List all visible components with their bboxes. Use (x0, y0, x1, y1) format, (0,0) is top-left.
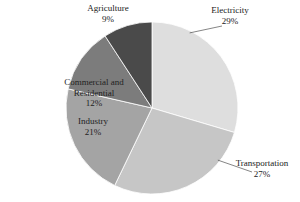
value-label: 27% (254, 169, 271, 179)
category-label: Transportation (236, 158, 289, 168)
category-label-line: Agriculture (87, 3, 128, 13)
category-label: Agriculture (87, 3, 128, 13)
category-label-line: Industry (78, 116, 108, 126)
leader-line (190, 26, 222, 33)
value-label: 21% (85, 127, 102, 137)
pie (66, 22, 238, 194)
labels: Electricity29% Transportation27% Industry2… (64, 3, 289, 179)
category-label: Commercial andResidential (64, 77, 124, 98)
chart: Electricity29% Transportation27% Industry2… (0, 0, 300, 202)
value-label: 12% (86, 98, 103, 108)
category-label: Industry (78, 116, 108, 126)
value-label: 9% (102, 14, 115, 24)
category-label-line: Transportation (236, 158, 289, 168)
category-label-line: Electricity (211, 5, 249, 15)
value-label: 29% (222, 16, 239, 26)
category-label: Electricity (211, 5, 249, 15)
category-label-line: Commercial and (64, 77, 124, 87)
category-label-line: Residential (74, 88, 115, 98)
